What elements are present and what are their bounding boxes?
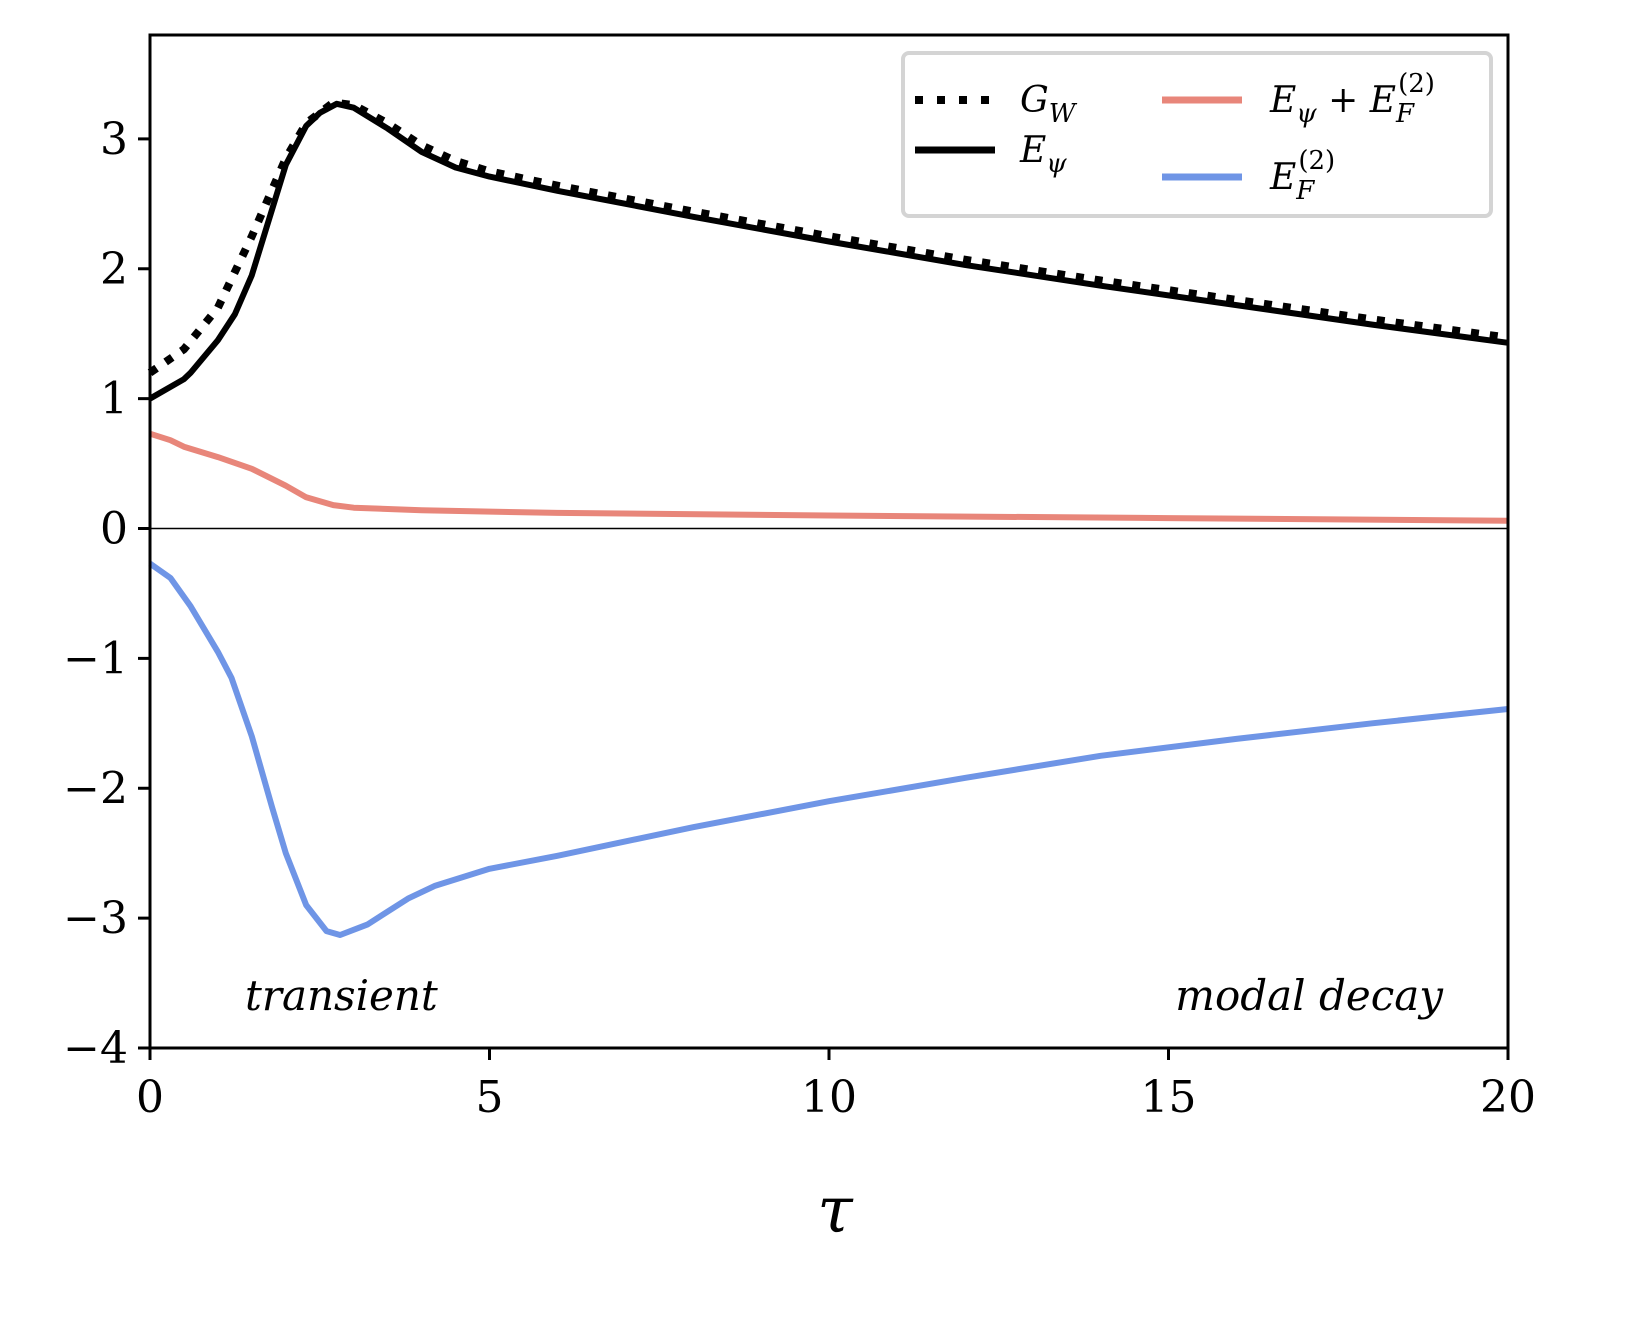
legend-label-3: EF(2) [1269,146,1335,206]
x-tick-label: 0 [136,1072,164,1123]
series-line-3 [148,561,1509,938]
series-line-2 [149,430,1509,524]
series-lines [147,98,1509,938]
y-tick-label: 1 [100,374,128,425]
y-tick-label: −1 [63,633,128,684]
x-tick-label: 10 [801,1072,857,1123]
y-tick-label: −4 [63,1023,128,1074]
x-tick-label: 15 [1141,1072,1197,1123]
annotation-modal-decay: modal decay [1175,971,1444,1020]
y-tick-label: 3 [100,114,128,165]
legend-label-1: Eψ [1019,130,1067,179]
legend-label-2: Eψ + EF(2) [1269,69,1435,129]
y-tick-label: −3 [63,893,128,944]
ticks: 0 5 10 15 20 −4 −3 −2 −1 0 1 2 3 [63,114,1536,1123]
series-line-1 [148,100,1509,402]
x-tick-label: 5 [476,1072,504,1123]
x-tick-label: 20 [1480,1072,1536,1123]
y-tick-label: 2 [100,244,128,295]
x-axis-label: τ [817,1174,854,1248]
y-tick-label: 0 [100,504,128,555]
y-tick-label: −2 [63,763,128,814]
series-line-0 [147,98,1509,376]
annotation-transient: transient [245,971,438,1020]
legend-label-0: GW [1020,80,1078,129]
